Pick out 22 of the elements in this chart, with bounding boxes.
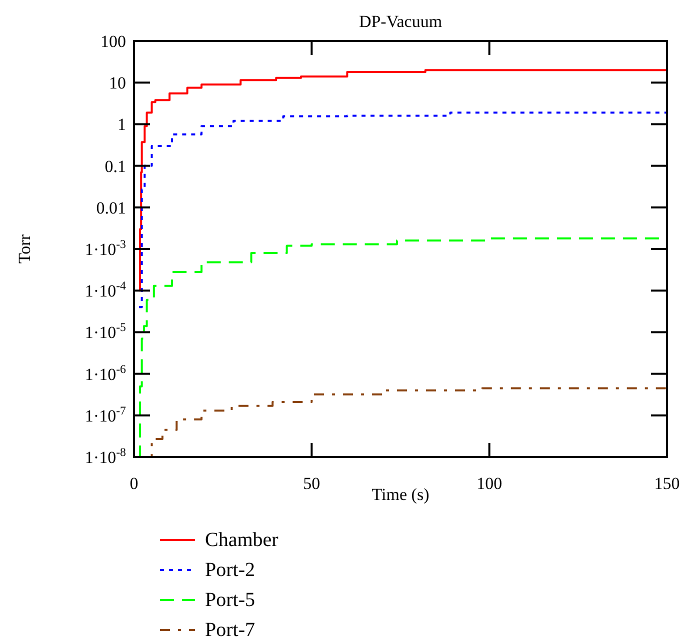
x-tick-label: 150 xyxy=(654,474,680,494)
legend-label: Port-5 xyxy=(205,589,255,611)
legend-label: Port-7 xyxy=(205,619,255,641)
y-tick-label: 0.01 xyxy=(96,198,126,218)
y-tick-label: 10 xyxy=(109,74,126,93)
y-tick-label: 1·10$^{-7}$ xyxy=(84,403,126,426)
y-tick-label: 1·10$^{-8}$ xyxy=(84,445,126,467)
y-tick-label: 100 xyxy=(100,32,126,51)
chart-title: DP-Vacuum xyxy=(358,12,442,31)
legend-label: Chamber xyxy=(205,529,279,551)
y-tick-label: 1 xyxy=(118,115,126,134)
y-tick-label: 1·10$^{-5}$ xyxy=(84,320,126,342)
y-tick-label: 1·10$^{-6}$ xyxy=(84,362,126,384)
x-tick-label: 100 xyxy=(476,474,502,494)
y-tick-label: 1·10$^{-3}$ xyxy=(84,237,126,259)
x-tick-label: 0 xyxy=(130,474,138,494)
legend-label: Port-2 xyxy=(205,559,255,581)
x-tick-label: 50 xyxy=(303,474,320,494)
x-axis-title: Time (s) xyxy=(372,485,430,504)
y-tick-label: 1·10$^{-4}$ xyxy=(84,278,126,301)
y-tick-label: 0.1 xyxy=(104,156,126,176)
y-axis-title: Torr xyxy=(15,234,34,264)
